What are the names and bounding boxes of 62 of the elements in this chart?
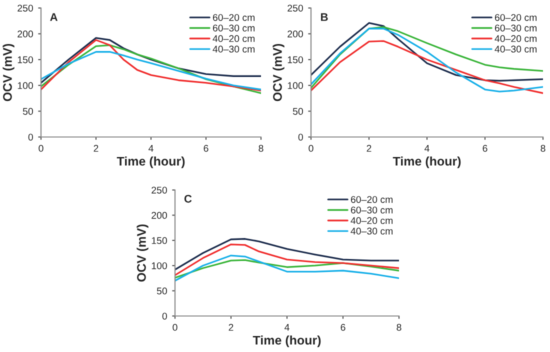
annotation: B bbox=[321, 13, 328, 21]
y-axis-title: OCV (mV) bbox=[2, 44, 14, 102]
legend-label: 40–20 cm bbox=[212, 35, 255, 42]
line-series bbox=[41, 51, 261, 90]
line-series bbox=[311, 22, 543, 82]
x-tick-label: 8 bbox=[540, 144, 546, 152]
line-series bbox=[41, 37, 261, 84]
annotation: A bbox=[50, 13, 58, 21]
legend-label: 40–30 cm bbox=[212, 46, 255, 53]
line-series bbox=[175, 238, 399, 270]
x-tick-label: 2 bbox=[228, 324, 234, 331]
y-axis-title: OCV (mV) bbox=[136, 224, 148, 282]
y-tick-label: 50 bbox=[292, 108, 303, 115]
x-axis-title: Time (hour) bbox=[252, 335, 321, 348]
legend-label: 40–20 cm bbox=[494, 35, 537, 42]
legend-label: 60–30 cm bbox=[494, 24, 537, 32]
y-tick-label: 100 bbox=[152, 262, 167, 270]
x-axis-title: Time (hour) bbox=[392, 156, 461, 168]
line-series bbox=[175, 259, 399, 279]
y-tick-label: 250 bbox=[288, 4, 303, 12]
legend-label: 40–30 cm bbox=[494, 46, 537, 53]
y-tick-label: 100 bbox=[288, 82, 303, 90]
legend-label: 60–30 cm bbox=[350, 206, 393, 214]
x-tick-label: 8 bbox=[396, 324, 402, 331]
line-series bbox=[175, 244, 399, 276]
legend-label: 60–20 cm bbox=[494, 14, 537, 21]
y-tick-label: 250 bbox=[18, 4, 33, 12]
y-axis-title: OCV (mV) bbox=[272, 44, 284, 102]
y-tick-label: 150 bbox=[288, 56, 303, 64]
line-series bbox=[175, 254, 399, 282]
x-axis-title: Time (hour) bbox=[116, 156, 185, 168]
x-tick-label: 0 bbox=[38, 144, 44, 152]
x-tick-label: 0 bbox=[172, 324, 178, 331]
x-tick-label: 6 bbox=[482, 144, 488, 152]
y-tick-label: 0 bbox=[298, 134, 303, 141]
legend-label: 60–20 cm bbox=[212, 14, 255, 21]
x-tick-label: 2 bbox=[94, 144, 98, 152]
x-tick-label: 6 bbox=[340, 324, 346, 331]
x-tick-label: 8 bbox=[258, 144, 264, 152]
y-tick-label: 200 bbox=[152, 212, 167, 219]
legend-label: 40–20 cm bbox=[350, 217, 393, 224]
x-tick-label: 4 bbox=[148, 144, 154, 152]
y-tick-label: 0 bbox=[162, 312, 167, 320]
y-tick-label: 100 bbox=[18, 82, 33, 90]
y-tick-label: 150 bbox=[152, 237, 167, 244]
legend-label: 60–30 cm bbox=[212, 24, 255, 32]
annotation: C bbox=[184, 194, 192, 203]
y-tick-label: 250 bbox=[152, 186, 167, 194]
x-tick-label: 2 bbox=[366, 144, 372, 152]
x-tick-label: 0 bbox=[308, 144, 314, 152]
y-tick-label: 150 bbox=[18, 56, 33, 64]
y-tick-label: 200 bbox=[288, 30, 303, 38]
legend-label: 60–20 cm bbox=[350, 196, 393, 203]
y-tick-label: 50 bbox=[22, 108, 33, 115]
line-series bbox=[311, 40, 543, 94]
x-tick-label: 4 bbox=[424, 144, 430, 152]
x-tick-label: 6 bbox=[204, 144, 208, 152]
x-tick-label: 4 bbox=[284, 324, 290, 331]
y-tick-label: 200 bbox=[18, 30, 33, 38]
y-tick-label: 50 bbox=[156, 288, 167, 294]
y-tick-label: 0 bbox=[28, 134, 33, 141]
legend-label: 40–30 cm bbox=[350, 228, 393, 235]
